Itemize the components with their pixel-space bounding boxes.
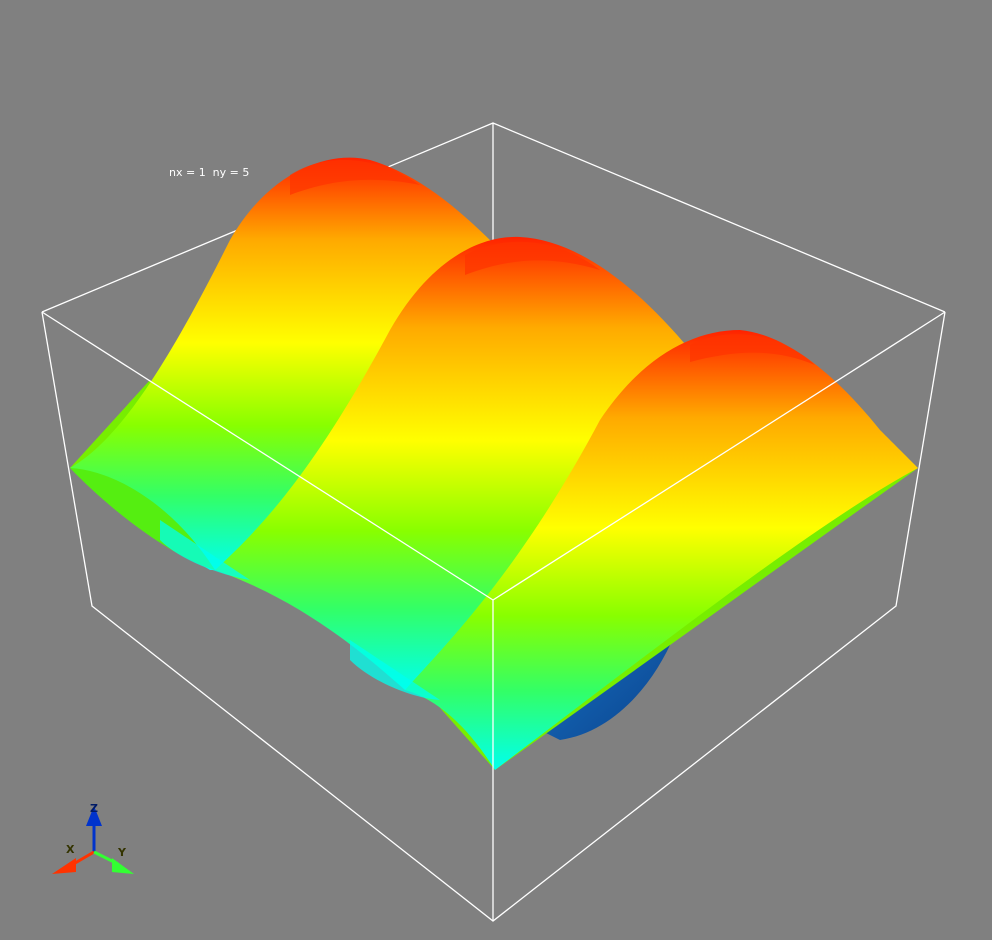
surface-ridge-1 xyxy=(70,157,500,570)
z-axis-arrow xyxy=(86,806,102,826)
surface-crest-highlight-1 xyxy=(290,159,420,195)
surface-trough-1 xyxy=(160,520,250,580)
bounding-box-front xyxy=(41,311,946,922)
y-axis-arrow xyxy=(112,858,134,874)
surface-ridge-2 xyxy=(215,236,690,691)
z-axis-label: Z xyxy=(90,802,98,815)
y-axis-label: Y xyxy=(117,846,127,859)
surface-crest-highlight-2 xyxy=(465,241,600,275)
orientation-axes: X Y Z xyxy=(52,802,134,874)
x-axis-label: X xyxy=(66,843,75,856)
surface-ridge-3 xyxy=(405,330,918,770)
corner-annotation: nx = 1 ny = 5 xyxy=(169,166,250,179)
surface-trough-2 xyxy=(350,640,440,700)
surface-crest-highlight-3 xyxy=(690,334,815,365)
x-axis-arrow xyxy=(52,858,76,874)
